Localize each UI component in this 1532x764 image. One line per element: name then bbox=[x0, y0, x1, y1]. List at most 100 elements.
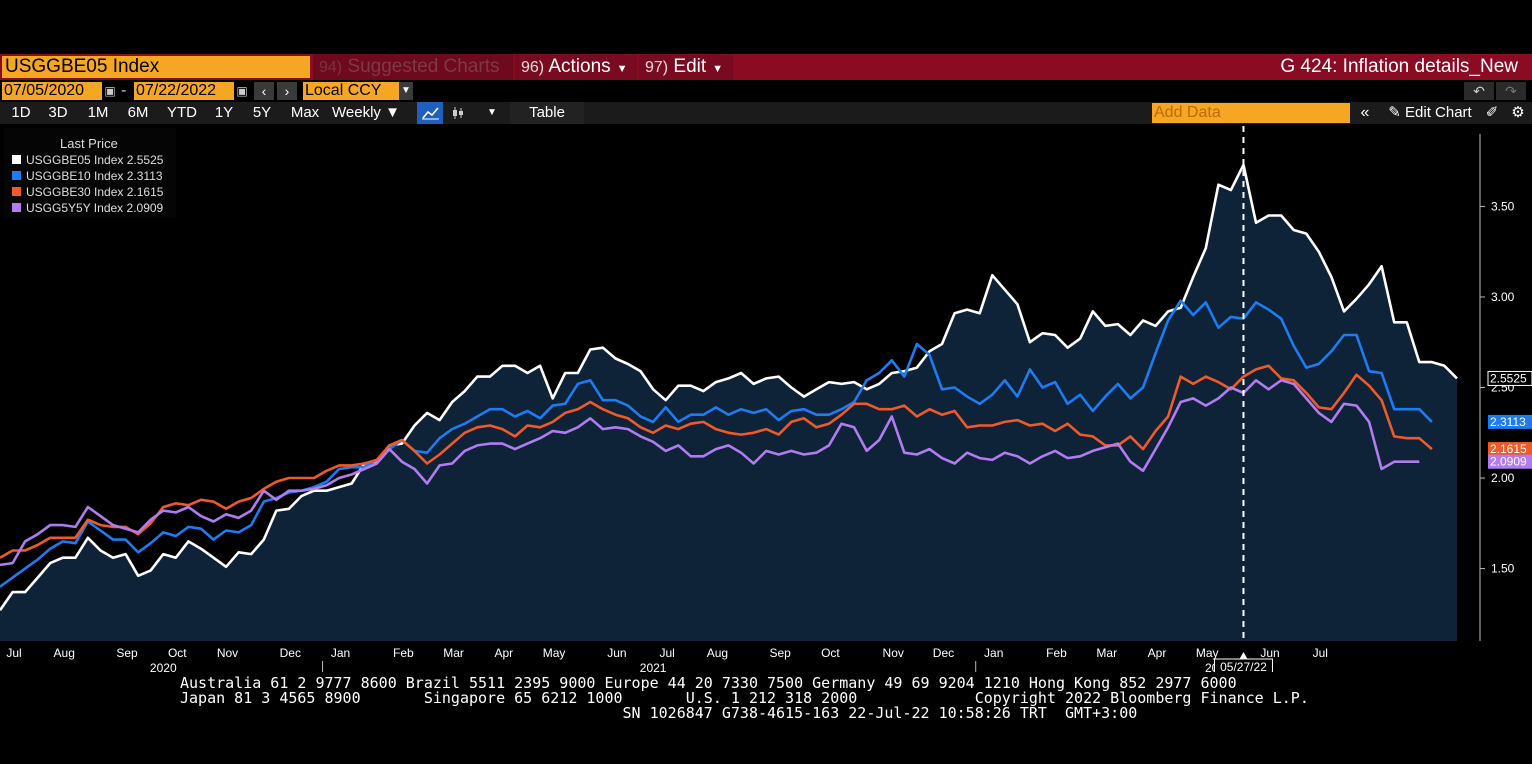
line-chart-icon[interactable] bbox=[417, 102, 443, 124]
chevron-right-icon[interactable]: › bbox=[277, 82, 297, 100]
range-max-button[interactable]: Max bbox=[290, 104, 320, 121]
calendar-icon[interactable]: ▣ bbox=[236, 84, 248, 98]
range-1y-button[interactable]: 1Y bbox=[214, 104, 234, 121]
range-ytd-button[interactable]: YTD bbox=[167, 104, 197, 121]
x-month-label: Jul bbox=[1313, 646, 1328, 660]
footer-line: Australia 61 2 9777 8600 Brazil 5511 239… bbox=[180, 674, 1237, 692]
last-value-tag bbox=[1488, 454, 1532, 469]
x-month-label: Jan bbox=[331, 646, 350, 660]
caret-down-icon[interactable]: ▼ bbox=[399, 82, 413, 100]
x-month-label: Feb bbox=[1046, 646, 1067, 660]
chevron-left-icon[interactable]: ‹ bbox=[254, 82, 274, 100]
candlestick-glyph bbox=[453, 107, 463, 119]
range-1m-button[interactable]: 1M bbox=[87, 104, 109, 121]
x-month-label: Aug bbox=[707, 646, 728, 660]
menu-number: 94) bbox=[319, 59, 343, 76]
last-value-label: 2.1615 bbox=[1490, 442, 1527, 456]
date-separator: - bbox=[121, 82, 127, 99]
legend-item: USGGBE30 Index 2.1615 bbox=[12, 184, 163, 200]
menu-number: 97) bbox=[645, 59, 669, 76]
chart-type-dropdown-icon[interactable]: ▼ bbox=[487, 107, 497, 118]
last-value-label: 2.3113 bbox=[1490, 415, 1526, 429]
x-month-label: Feb bbox=[393, 646, 414, 660]
candlestick-icon[interactable] bbox=[445, 102, 471, 124]
x-month-label: Sep bbox=[770, 646, 792, 660]
crosshair-marker bbox=[1239, 652, 1248, 659]
start-date-field[interactable]: 07/05/2020 bbox=[2, 82, 102, 100]
collapse-icon[interactable]: « bbox=[1360, 104, 1370, 121]
y-tick-label: 3.00 bbox=[1491, 290, 1515, 304]
footer-line: SN 1026847 G738-4615-163 22-Jul-22 10:58… bbox=[180, 704, 1138, 722]
undo-icon[interactable]: ↶ bbox=[1464, 82, 1494, 100]
x-year-label: 2020 bbox=[150, 661, 177, 672]
legend-series-name: USGGBE10 Index bbox=[26, 169, 124, 183]
series-line bbox=[0, 364, 1433, 559]
menu-label: Edit bbox=[673, 56, 707, 77]
series-line bbox=[0, 163, 1458, 611]
x-month-label: Jan bbox=[984, 646, 1003, 660]
footer-line: Japan 81 3 4565 8900 Singapore 65 6212 1… bbox=[180, 689, 1309, 707]
x-month-label: Apr bbox=[495, 646, 514, 660]
range-1d-button[interactable]: 1D bbox=[11, 104, 31, 121]
table-button[interactable]: Table bbox=[510, 102, 584, 124]
legend-item: USGGBE10 Index 2.3113 bbox=[12, 168, 163, 184]
actions-menu[interactable]: 96) Actions ▼ bbox=[515, 54, 637, 80]
chart-toolbar bbox=[0, 102, 1532, 124]
last-value-tag bbox=[1488, 414, 1532, 429]
edit-menu[interactable]: 97) Edit ▼ bbox=[639, 54, 733, 80]
menu-label: Suggested Charts bbox=[347, 56, 500, 77]
x-month-label: Apr bbox=[1148, 646, 1167, 660]
legend-title: Last Price bbox=[60, 136, 118, 151]
x-month-label: Oct bbox=[821, 646, 840, 660]
x-month-label: Nov bbox=[217, 646, 238, 660]
caret-down-icon: ▼ bbox=[385, 104, 400, 121]
annotate-icon[interactable]: ✐ bbox=[1485, 104, 1499, 121]
x-month-label: Dec bbox=[933, 646, 954, 660]
series-line bbox=[0, 378, 1420, 567]
chart-area[interactable]: 1.502.002.503.003.502.55252.31132.16152.… bbox=[0, 124, 1532, 672]
range-3d-button[interactable]: 3D bbox=[48, 104, 68, 121]
pencil-icon: ✎ bbox=[1388, 104, 1401, 121]
add-data-input[interactable]: Add Data bbox=[1152, 103, 1350, 123]
frequency-select[interactable]: Weekly ▼ bbox=[332, 102, 408, 124]
calendar-icon[interactable]: ▣ bbox=[104, 84, 116, 98]
caret-down-icon: ▼ bbox=[616, 63, 628, 75]
legend-series-name: USGG5Y5Y Index bbox=[26, 201, 124, 215]
y-tick-label: 3.50 bbox=[1491, 199, 1515, 213]
x-month-label: Mar bbox=[443, 646, 464, 660]
redo-icon[interactable]: ↷ bbox=[1496, 82, 1526, 100]
currency-select[interactable]: Local CCY bbox=[303, 82, 399, 100]
menu-number: 96) bbox=[521, 59, 545, 76]
legend-last-value: 2.0909 bbox=[126, 201, 164, 215]
gear-icon[interactable]: ⚙ bbox=[1511, 104, 1525, 121]
x-month-label: May bbox=[1196, 646, 1219, 660]
x-month-label: Jul bbox=[6, 646, 21, 660]
menu-label: Actions bbox=[548, 56, 611, 77]
x-month-label: Jul bbox=[659, 646, 674, 660]
range-6m-button[interactable]: 6M bbox=[127, 104, 149, 121]
last-value-label: 2.0909 bbox=[1490, 455, 1527, 469]
crosshair-date-label: 05/27/22 bbox=[1220, 660, 1267, 672]
footer-contacts: Australia 61 2 9777 8600 Brazil 5511 239… bbox=[180, 676, 1520, 721]
range-5y-button[interactable]: 5Y bbox=[252, 104, 272, 121]
last-value-tag bbox=[1488, 442, 1532, 457]
legend-item: USGG5Y5Y Index 2.0909 bbox=[12, 200, 163, 216]
end-date-field[interactable]: 07/22/2022 bbox=[134, 82, 234, 100]
x-month-label: Jun bbox=[607, 646, 626, 660]
line-chart-glyph bbox=[422, 107, 439, 120]
legend-swatch bbox=[12, 155, 21, 164]
x-month-label: May bbox=[543, 646, 566, 660]
legend-last-value: 2.3113 bbox=[126, 169, 163, 183]
ticker-input[interactable]: USGGBE05 Index bbox=[2, 56, 310, 78]
page-title: G 424: Inflation details_New bbox=[1280, 56, 1518, 77]
frequency-label: Weekly bbox=[332, 104, 381, 121]
x-month-label: Dec bbox=[280, 646, 301, 660]
legend bbox=[4, 128, 176, 218]
x-month-label: Nov bbox=[883, 646, 904, 660]
x-month-label: Mar bbox=[1096, 646, 1117, 660]
legend-series-name: USGGBE05 Index bbox=[26, 153, 124, 167]
suggested-charts-menu[interactable]: 94) Suggested Charts bbox=[313, 54, 513, 80]
legend-item: USGGBE05 Index 2.5525 bbox=[12, 152, 163, 168]
last-value-tag bbox=[1487, 370, 1532, 386]
edit-chart-button[interactable]: ✎ Edit Chart bbox=[1380, 102, 1480, 124]
